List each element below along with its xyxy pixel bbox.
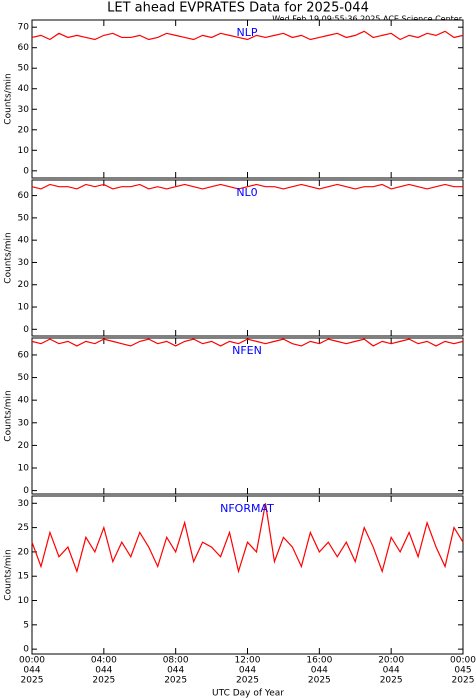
y-tick-label: 10 [18,303,30,313]
y-tick-label: 0 [23,486,29,496]
x-tick-label: 044 [311,666,328,676]
chart-title: LET ahead EVPRATES Data for 2025-044 [107,1,369,16]
x-axis-label: UTC Day of Year [212,689,284,699]
y-tick-label: 50 [18,64,30,74]
y-tick-label: 50 [18,373,30,383]
y-tick-label: 40 [18,396,30,406]
y-tick-label: 5 [23,620,29,630]
plot-frame [31,179,464,337]
y-tick-label: 70 [18,23,30,33]
x-tick-label: 20:00 [378,656,404,666]
data-line [31,30,464,41]
y-tick-label: 10 [18,464,30,474]
y-tick-label: 60 [18,43,30,53]
y-axis-label: Counts/min [4,549,14,600]
x-tick-label: 00:00 [19,656,45,666]
series-label: NL0 [236,186,257,199]
series-label: NFEN [232,344,262,357]
y-tick-label: 20 [18,441,30,451]
x-tick-label: 04:00 [91,656,117,666]
y-tick-label: 20 [18,125,30,135]
x-tick-label: 2025 [236,676,259,686]
x-tick-label: 044 [383,666,400,676]
y-tick-label: 60 [18,350,30,360]
x-tick-label: 2025 [164,676,187,686]
x-tick-label: 044 [95,666,112,676]
x-tick-label: 2025 [21,676,44,686]
y-tick-label: 30 [18,499,30,509]
y-axis-label: Counts/min [4,232,14,283]
y-tick-label: 20 [18,280,30,290]
y-tick-label: 60 [18,191,30,201]
x-tick-label: 044 [239,666,256,676]
y-tick-label: 10 [18,146,30,156]
y-tick-label: 25 [18,523,29,533]
x-tick-label: 045 [454,666,471,676]
y-tick-label: 30 [18,258,30,268]
x-tick-label: 16:00 [306,656,332,666]
y-tick-label: 30 [18,418,30,428]
y-axis-label: Counts/min [4,73,14,124]
x-tick-label: 2025 [308,676,331,686]
y-tick-label: 40 [18,236,30,246]
data-line [31,503,464,574]
x-tick-label: 044 [23,666,40,676]
y-tick-label: 30 [18,105,30,115]
x-tick-label: 00:00 [450,656,476,666]
y-axis-label: Counts/min [4,390,14,441]
x-tick-label: 2025 [452,676,475,686]
annotation: Wed Feb 19 09:55:36 2025 ACE Science Cen… [272,15,462,24]
y-tick-label: 0 [23,325,29,335]
y-tick-label: 50 [18,213,30,223]
y-tick-label: 20 [18,547,30,557]
plot-frame [31,337,464,495]
y-tick-label: 10 [18,596,30,606]
series-label: NLP [237,26,258,39]
series-label: NFORMAT [220,502,274,515]
y-tick-label: 0 [23,645,29,655]
data-line [31,183,463,190]
plot-frame [31,19,464,179]
y-tick-label: 40 [18,84,30,94]
y-tick-label: 0 [23,166,29,176]
x-tick-label: 2025 [380,676,403,686]
data-line [31,338,464,347]
x-tick-label: 12:00 [235,656,261,666]
y-tick-label: 15 [18,572,29,582]
plot-frame [31,495,464,655]
x-tick-label: 08:00 [163,656,189,666]
x-tick-label: 2025 [92,676,115,686]
x-tick-label: 044 [167,666,184,676]
